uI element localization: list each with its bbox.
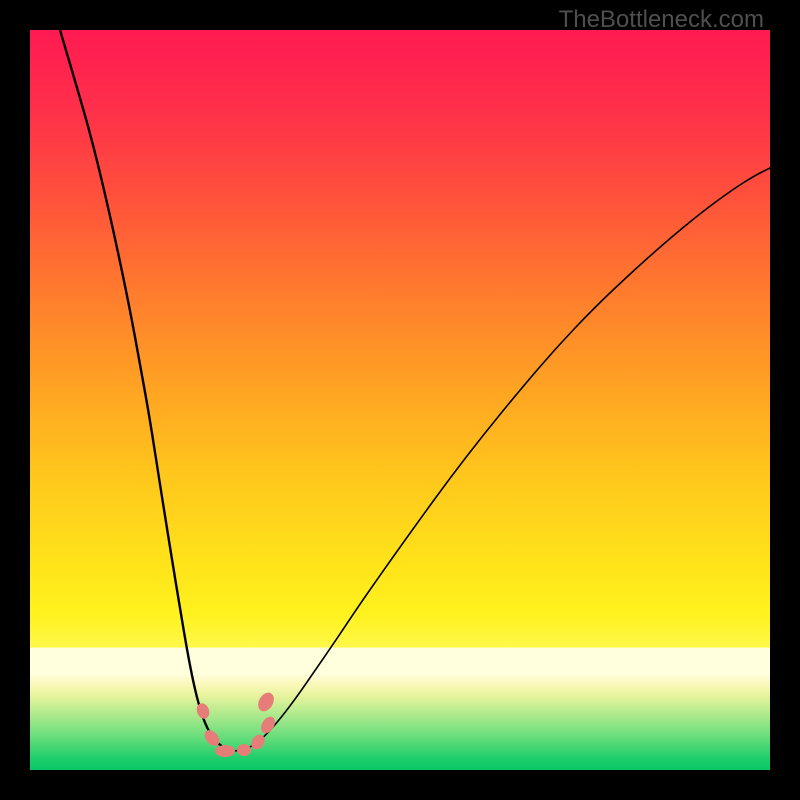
marker-point xyxy=(255,690,277,714)
watermark-text: TheBottleneck.com xyxy=(559,6,764,34)
marker-point xyxy=(237,744,251,756)
plot-area xyxy=(30,30,770,770)
curve-right xyxy=(234,168,770,751)
curve-layer xyxy=(0,0,800,800)
canvas: TheBottleneck.com xyxy=(0,0,800,800)
curve-left xyxy=(60,30,234,751)
marker-point xyxy=(215,745,235,757)
marker-point xyxy=(195,701,212,720)
